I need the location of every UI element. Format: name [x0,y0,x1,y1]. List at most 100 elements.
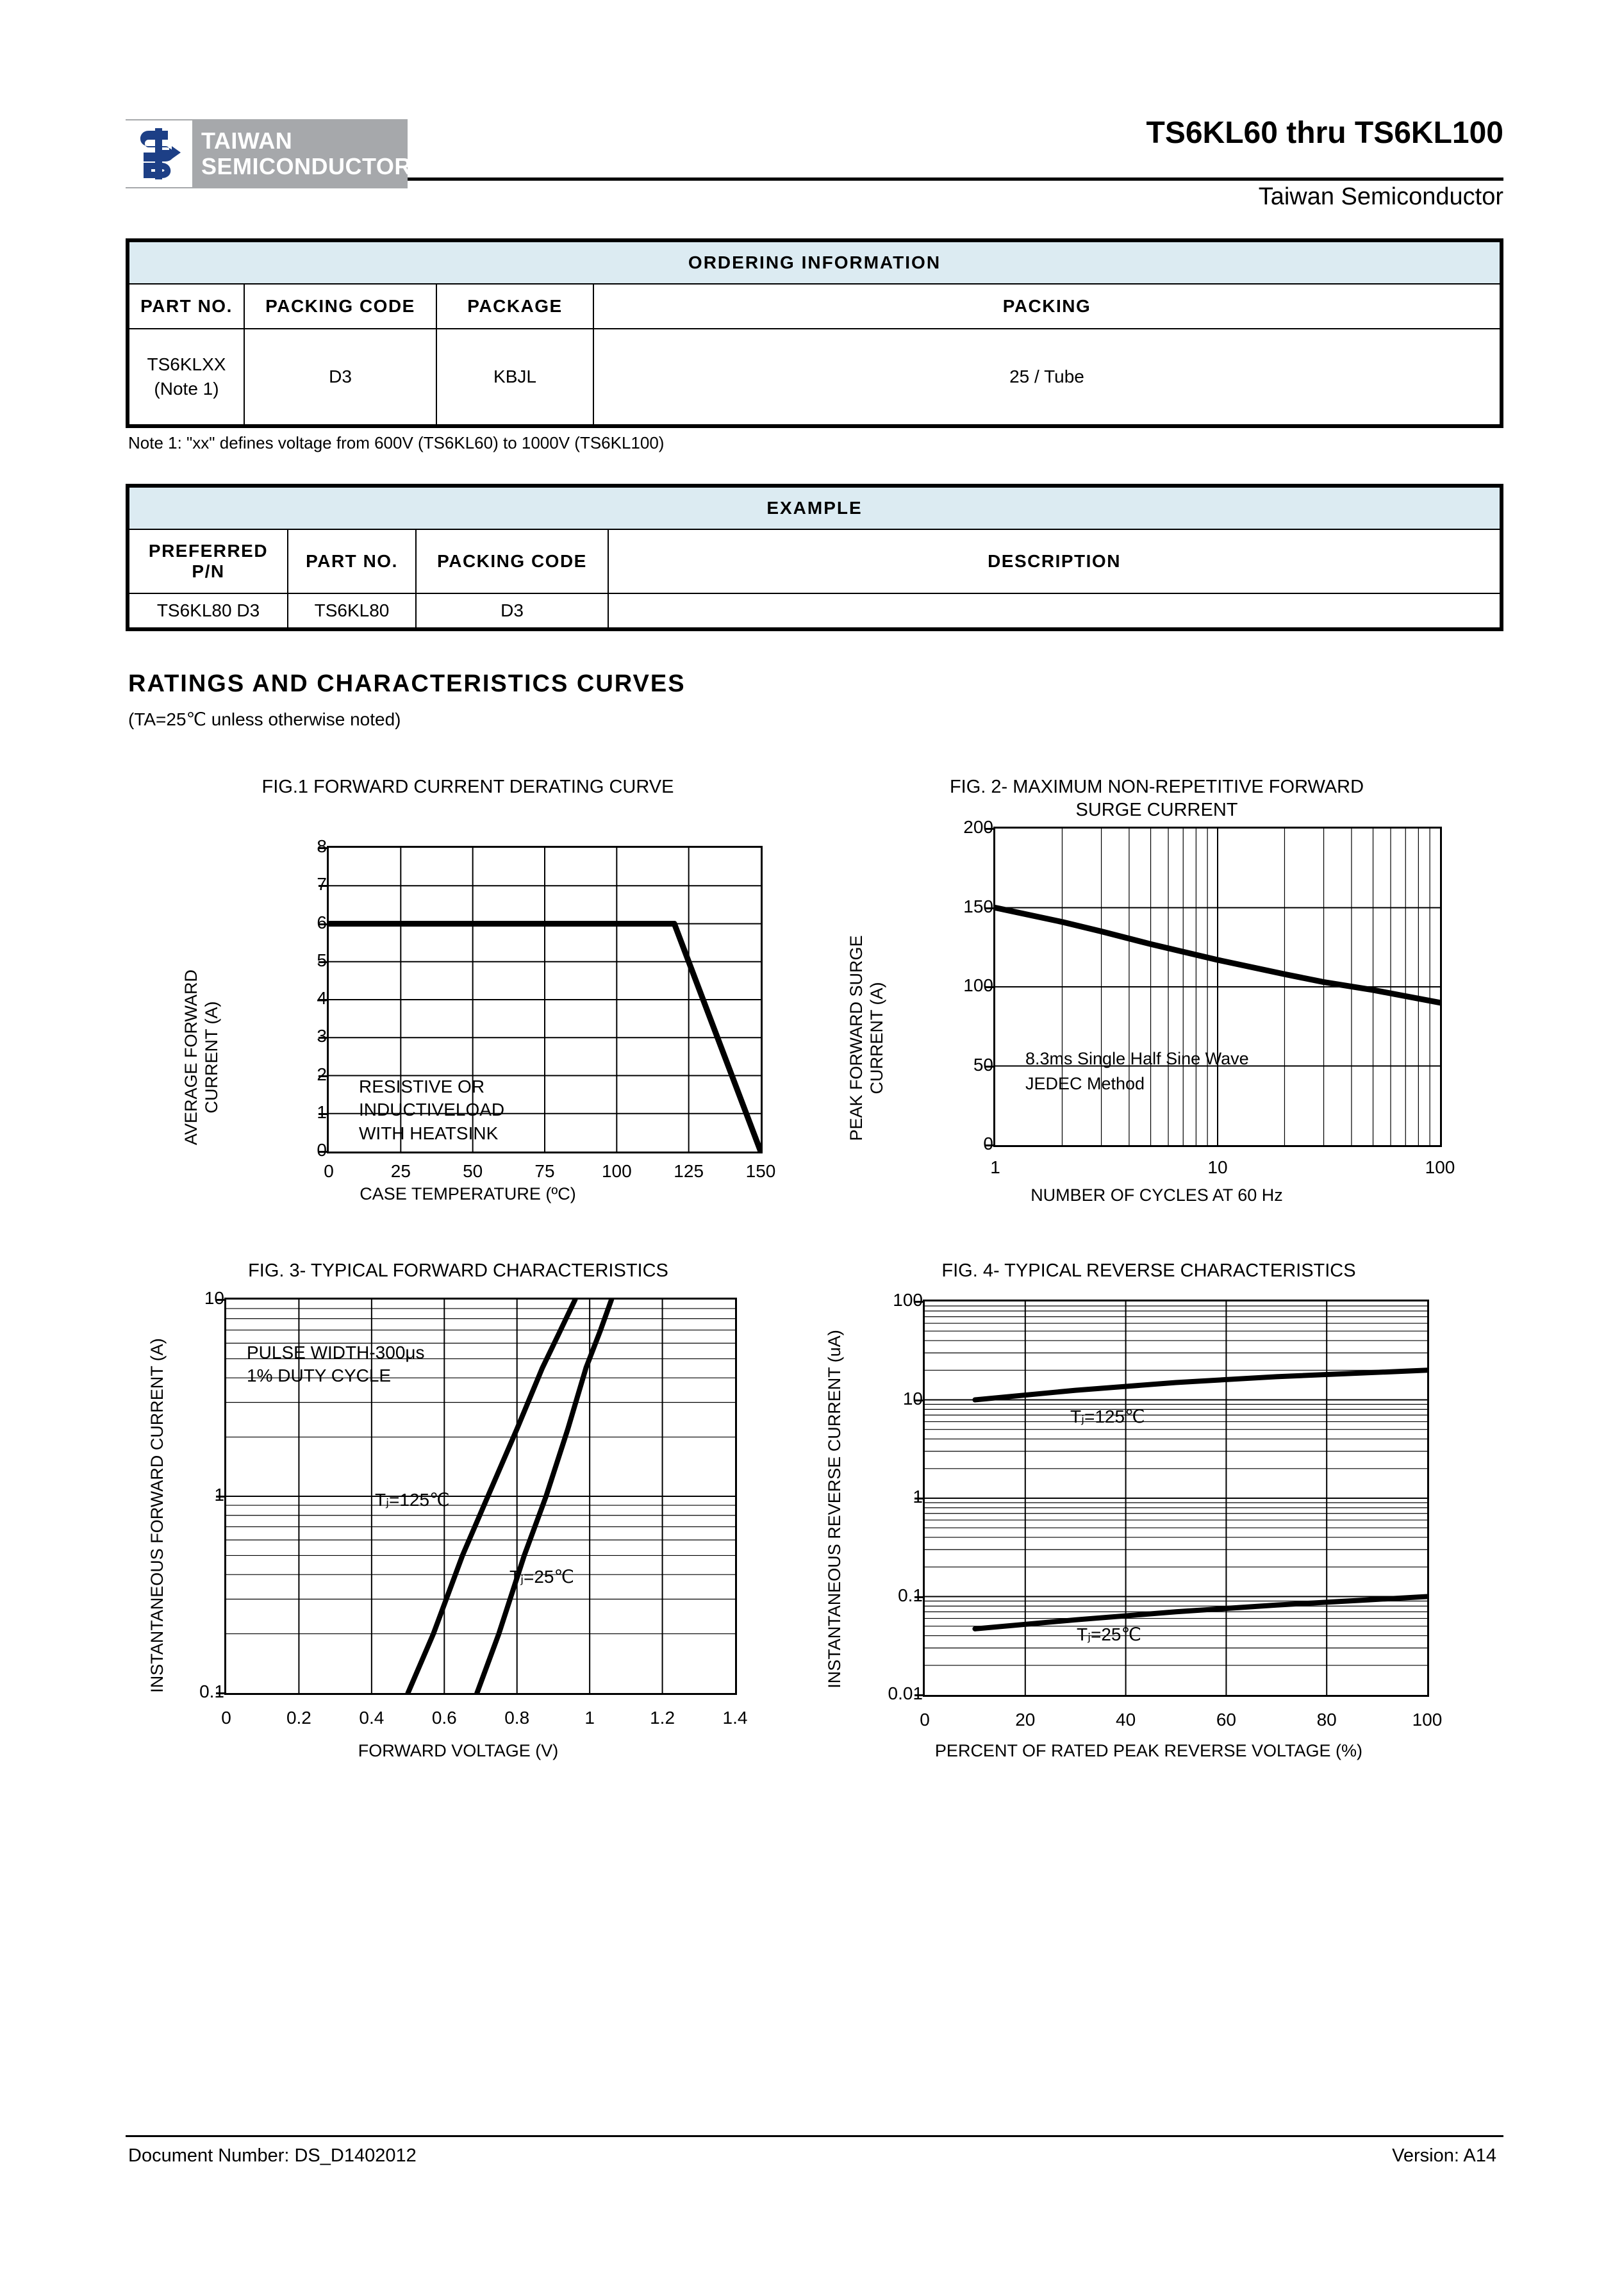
page-subtitle: Taiwan Semiconductor [1258,183,1503,210]
table-row: TS6KL80 D3 TS6KL80 D3 [128,592,1501,629]
figure-2-annotation: 8.3ms Single Half Sine Wave JEDEC Method [1025,1049,1249,1094]
footer-divider [126,2135,1503,2137]
figure-4-plot-area [923,1300,1429,1697]
x-tick-label: 125 [674,1161,704,1181]
x-tick-label: 1.4 [722,1708,748,1728]
y-tick-mark [985,907,994,909]
cell-part-no: TS6KLXX (Note 1) [128,327,245,426]
y-tick-mark [319,885,327,888]
y-tick-mark [319,847,327,849]
taiwan-semiconductor-logo: TAIWAN SEMICONDUCTOR [126,119,411,188]
y-tick-label: 4 [317,988,327,1008]
x-tick-label: 0.6 [431,1708,457,1728]
y-tick-label: 8 [317,836,327,856]
footer-document-number: Document Number: DS_D1402012 [128,2145,417,2166]
y-tick-mark [319,961,327,963]
y-tick-label: 2 [317,1064,327,1084]
y-tick-mark [319,1075,327,1077]
x-tick-label: 0.4 [359,1708,385,1728]
x-tick-label: 50 [463,1161,483,1181]
cell-packing-code: D3 [415,592,609,629]
figure-3-x-axis-label: FORWARD VOLTAGE (V) [358,1741,559,1760]
x-tick-label: 75 [534,1161,555,1181]
col-packing: PACKING [593,283,1501,329]
y-tick-mark [216,1299,225,1301]
y-tick-label: 100 [893,1290,923,1310]
figure-2-title-line2: SURGE CURRENT [1075,800,1238,821]
logo-wordmark: TAIWAN SEMICONDUCTOR [201,129,411,178]
figure-3-annotation: PULSE WIDTH-300μs 1% DUTY CYCLE [247,1342,425,1386]
y-tick-label: 0.1 [199,1681,224,1701]
section-subheading: (TA=25℃ unless otherwise noted) [128,709,401,729]
ordering-band-title: ORDERING INFORMATION [128,241,1501,285]
y-tick-mark [914,1399,923,1401]
figure-3-plot-area [224,1298,737,1695]
cell-preferred-pn: TS6KL80 D3 [128,592,288,629]
cell-packing: 25 / Tube [593,327,1501,426]
figure-2-title-line1: FIG. 2- MAXIMUM NON-REPETITIVE FORWARD [949,777,1364,797]
y-tick-label: 50 [973,1054,993,1075]
y-tick-mark [216,1496,225,1498]
table-row: TS6KLXX (Note 1) D3 KBJL 25 / Tube [128,327,1501,426]
y-tick-label: 1 [214,1485,224,1505]
y-tick-label: 1 [913,1487,923,1507]
figure-3-series-2-label: Tⱼ=25℃ [509,1567,574,1587]
figure-3-series-1-label: Tⱼ=125℃ [375,1490,450,1510]
x-tick-label: 100 [601,1161,632,1181]
y-tick-mark [319,923,327,925]
x-tick-label: 1 [990,1157,1000,1177]
x-tick-label: 60 [1216,1710,1236,1730]
col-part-no: PART NO. [287,529,417,594]
y-tick-label: 0.01 [888,1683,923,1703]
figure-3-title: FIG. 3- TYPICAL FORWARD CHARACTERISTICS [248,1260,668,1281]
y-tick-mark [985,986,994,988]
ts-logo-mark-icon [126,120,192,187]
y-tick-label: 0 [317,1140,327,1160]
figure-4: FIG. 4- TYPICAL REVERSE CHARACTERISTICS … [804,1259,1493,1785]
x-tick-label: 20 [1015,1710,1036,1730]
figure-4-series-1-label: Tⱼ=125℃ [1070,1407,1145,1426]
figure-1-x-axis-label: CASE TEMPERATURE (ºC) [360,1184,576,1203]
y-tick-label: 3 [317,1026,327,1046]
x-tick-label: 80 [1316,1710,1337,1730]
y-tick-mark [914,1301,923,1303]
figure-1-y-axis-label: AVERAGE FORWARD CURRENT (A) [181,891,222,1224]
table-band-row: ORDERING INFORMATION [128,241,1501,285]
x-tick-label: 0 [324,1161,334,1181]
x-tick-label: 25 [390,1161,411,1181]
col-packing-code: PACKING CODE [244,283,437,329]
y-tick-mark [319,999,327,1001]
figure-3-y-axis-label: INSTANTANEOUS FORWARD CURRENT (A) [147,1338,167,1693]
y-tick-mark [914,1694,923,1696]
cell-package: KBJL [436,327,594,426]
y-axis-label-line1: AVERAGE FORWARD [181,969,201,1146]
figure-1-annotation: RESISTIVE OR INDUCTIVELOAD WITH HEATSINK [359,1077,505,1143]
x-tick-label: 150 [745,1161,776,1181]
y-tick-mark [914,1596,923,1598]
y-tick-label: 10 [204,1288,224,1308]
example-band-title: EXAMPLE [128,486,1501,530]
y-axis-label-line2: CURRENT (A) [867,982,887,1094]
col-packing-code: PACKING CODE [415,529,609,594]
y-tick-label: 100 [963,975,993,995]
x-tick-label: 40 [1116,1710,1136,1730]
cell-description [608,592,1501,629]
y-tick-label: 0 [983,1134,993,1153]
y-tick-label: 0.1 [898,1585,923,1605]
y-tick-mark [319,1037,327,1039]
y-tick-label: 6 [317,912,327,932]
x-tick-label: 0 [221,1708,231,1728]
figure-4-series-2-label: Tⱼ=25℃ [1077,1624,1141,1644]
y-tick-mark [985,1065,994,1068]
figure-2-plot-area [993,827,1442,1147]
footer-version: Version: A14 [1392,2145,1496,2166]
figure-4-title: FIG. 4- TYPICAL REVERSE CHARACTERISTICS [941,1260,1356,1281]
cell-part-no-line2: (Note 1) [154,378,219,399]
figure-2-title: FIG. 2- MAXIMUM NON-REPETITIVE FORWARD S… [820,775,1493,822]
cell-part-no: TS6KL80 [287,592,417,629]
logo-line-1: TAIWAN [201,128,293,154]
x-tick-label: 100 [1425,1157,1455,1177]
y-tick-label: 150 [963,896,993,916]
y-tick-label: 1 [317,1102,327,1122]
